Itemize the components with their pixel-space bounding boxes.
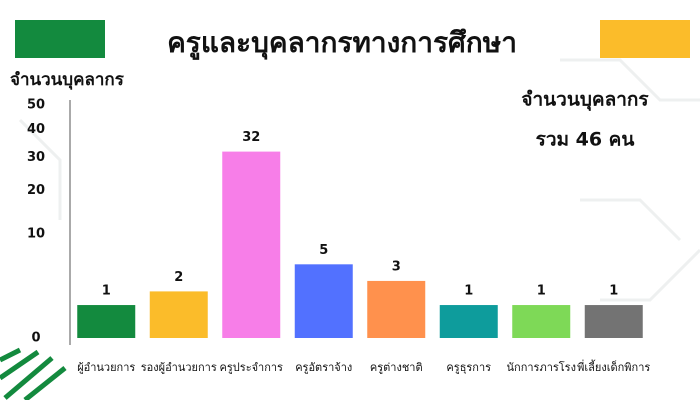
x-tick-label: ครูอัตราจ้าง bbox=[295, 361, 352, 374]
bar bbox=[294, 264, 353, 338]
background-decoration bbox=[18, 58, 700, 302]
x-tick-label: ครูประจำการ bbox=[220, 361, 284, 374]
x-tick-label: ผู้อำนวยการ bbox=[77, 361, 135, 374]
y-tick-label: 10 bbox=[27, 226, 45, 241]
x-tick-label: นักการภารโรง bbox=[507, 360, 576, 374]
x-tick-label: พี่เลี้ยงเด็กพิการ bbox=[577, 359, 650, 374]
value-label: 3 bbox=[392, 259, 401, 274]
decor-green-block bbox=[15, 20, 105, 58]
value-label: 1 bbox=[102, 284, 111, 299]
x-tick-label: ครูธุรการ bbox=[446, 361, 491, 374]
decor-yellow-block bbox=[600, 20, 690, 58]
value-label: 32 bbox=[242, 130, 260, 145]
chart-title: ครูและบุคลากรทางการศึกษา bbox=[167, 26, 517, 60]
bar bbox=[584, 305, 643, 338]
y-tick-label: 20 bbox=[27, 183, 45, 198]
y-tick-label: 0 bbox=[31, 331, 40, 346]
value-label: 1 bbox=[464, 284, 473, 299]
y-axis-label: จำนวนบุคลากร bbox=[10, 70, 125, 90]
y-tick-label: 40 bbox=[27, 122, 45, 137]
value-label: 1 bbox=[537, 284, 546, 299]
bar bbox=[367, 280, 426, 338]
bar bbox=[222, 151, 281, 338]
bar bbox=[77, 305, 136, 338]
decor-stripes bbox=[0, 347, 67, 400]
bar bbox=[512, 305, 571, 338]
bar bbox=[149, 291, 208, 338]
y-tick-label: 30 bbox=[27, 150, 45, 165]
x-tick-label: รองผู้อำนวยการ bbox=[141, 361, 217, 374]
y-tick-label: 50 bbox=[27, 98, 45, 113]
annotation: จำนวนบุคลากร bbox=[521, 89, 649, 112]
value-label: 5 bbox=[319, 243, 328, 258]
value-label: 1 bbox=[609, 284, 618, 299]
value-label: 2 bbox=[174, 270, 183, 285]
x-tick-label: ครูต่างชาติ bbox=[370, 361, 423, 374]
bar bbox=[439, 305, 498, 338]
annotation: รวม 46 คน bbox=[536, 129, 635, 151]
